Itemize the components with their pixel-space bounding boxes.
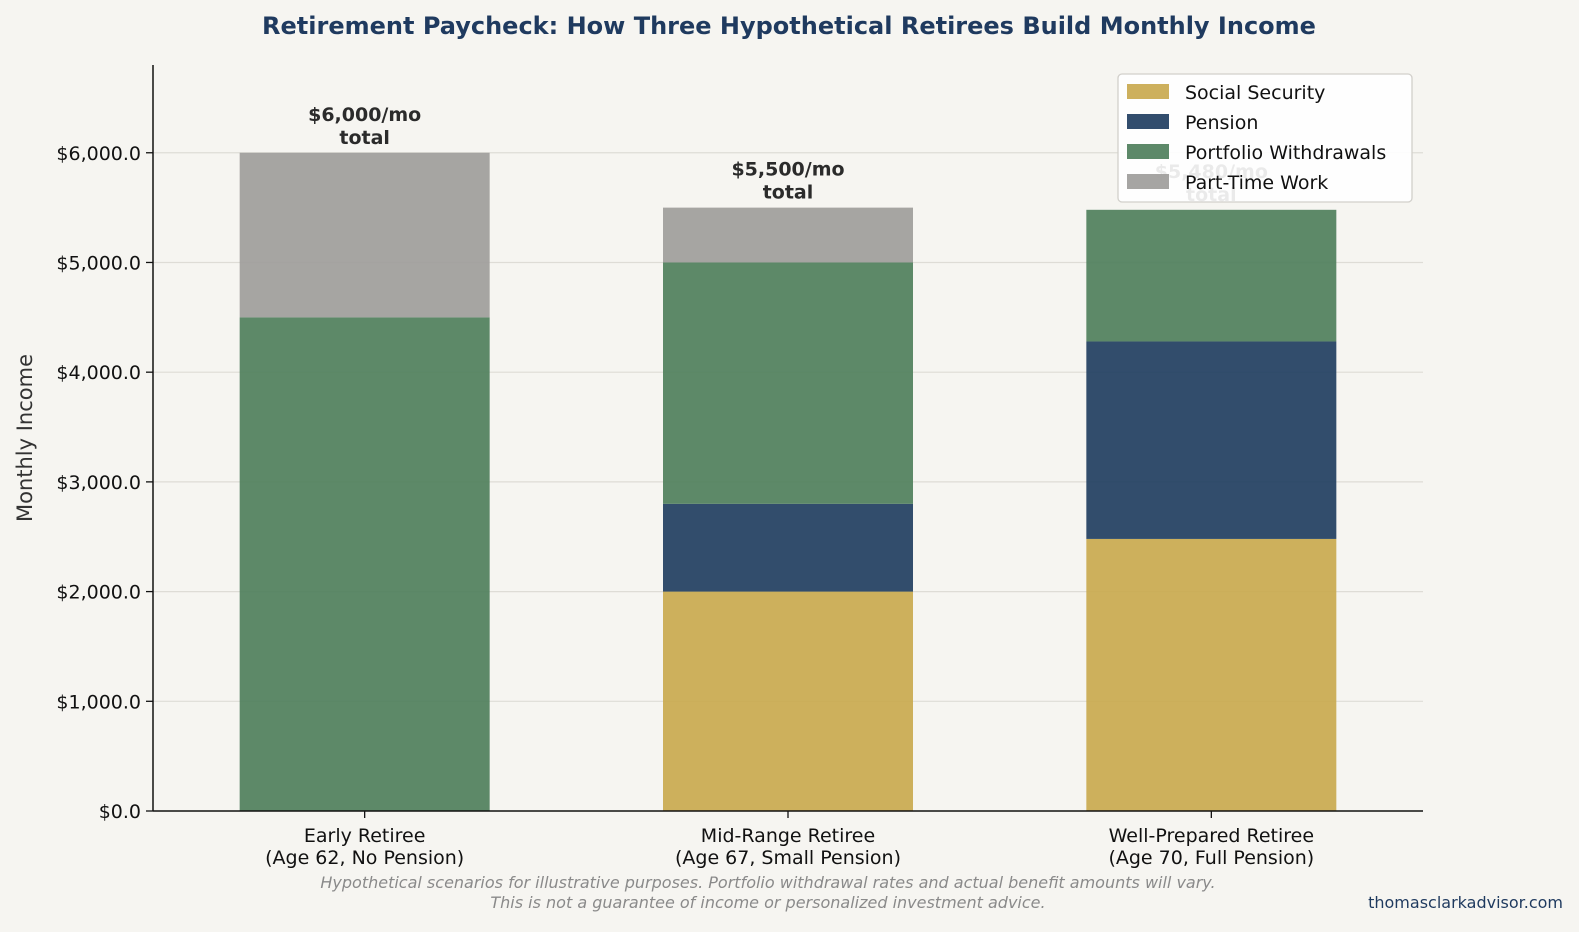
bar-segment-part-time-work [663,207,913,263]
attribution: thomasclarkadvisor.com [1368,893,1563,912]
total-label: $6,000/mo [308,104,421,126]
y-tick-label: $0.0 [99,801,141,823]
y-tick-label: $1,000.0 [56,691,141,713]
footnote-line-1: Hypothetical scenarios for illustrative … [320,873,1215,892]
x-tick-label: Early Retiree [304,825,426,847]
bar-segment-social-security [1086,538,1337,811]
y-axis-label: Monthly Income [13,354,37,522]
legend-box [1117,73,1413,203]
bar-segment-part-time-work [239,152,490,318]
legend-swatch [1127,114,1169,129]
bar-segment-pension [663,503,913,592]
x-tick-label: Well-Prepared Retiree [1109,825,1314,847]
bars [239,152,1337,811]
legend-swatch [1127,174,1169,189]
y-tick-label: $3,000.0 [56,472,141,494]
legend-label: Social Security [1185,82,1325,104]
bar-segment-portfolio-withdrawals [663,262,913,504]
legend-label: Pension [1185,112,1258,134]
bar-segment-portfolio-withdrawals [239,317,490,811]
x-tick-label: (Age 70, Full Pension) [1108,847,1314,869]
bar-segment-portfolio-withdrawals [1086,209,1337,342]
axes: $0.0 $1,000.0 $2,000.0 $3,000.0 $4,000.0 $5,0… [56,65,1423,869]
x-tick-label: Mid-Range Retiree [701,825,875,847]
legend: Social Security Pension Portfolio Withdraw… [1117,73,1413,203]
y-tick-label: $4,000.0 [56,362,141,384]
bar-segment-pension [1086,341,1337,539]
x-tick-label: (Age 62, No Pension) [265,847,464,869]
legend-swatch [1127,84,1169,99]
footnote-line-2: This is not a guarantee of income or per… [490,893,1045,912]
bar-segment-social-security [663,591,913,811]
legend-swatch [1127,144,1169,159]
total-label: $5,500/mo [731,159,844,181]
y-tick-label: $2,000.0 [56,582,141,604]
x-tick-label: (Age 67, Small Pension) [675,847,901,869]
chart-title: Retirement Paycheck: How Three Hypotheti… [262,12,1316,40]
legend-label: Portfolio Withdrawals [1185,142,1386,164]
y-tick-label: $6,000.0 [56,143,141,165]
legend-label: Part-Time Work [1185,172,1328,194]
y-tick-label: $5,000.0 [56,252,141,274]
total-label: total [339,127,390,149]
total-label: total [763,182,814,204]
